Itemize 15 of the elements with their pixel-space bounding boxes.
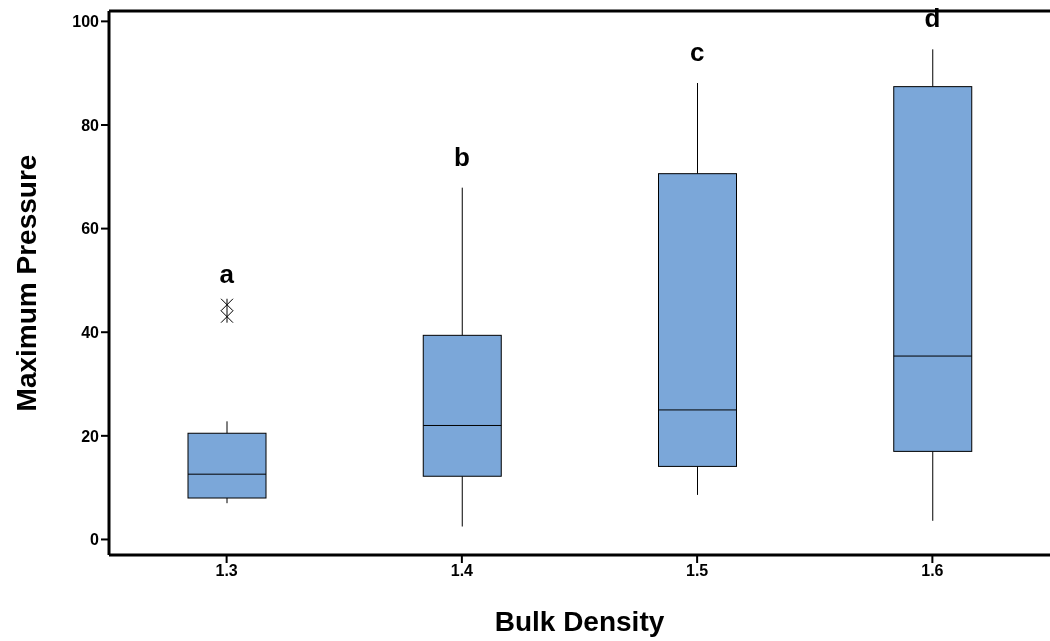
y-tick-label: 40 [81, 323, 100, 341]
x-tick-label: 1.3 [215, 562, 238, 580]
x-tick-label: 1.4 [450, 562, 474, 580]
y-tick-label: 100 [72, 13, 100, 31]
annotation: b [453, 141, 470, 172]
y-tick-label: 80 [81, 116, 100, 134]
x-axis-title: Bulk Density [494, 606, 665, 637]
x-tick-label: 1.6 [921, 562, 944, 580]
y-tick-label: 20 [81, 427, 100, 445]
y-tick-label: 0 [90, 531, 100, 549]
x-tick-label: 1.5 [686, 562, 709, 580]
y-axis-title: Maximum Pressure [10, 154, 42, 412]
y-tick-label: 60 [81, 220, 100, 238]
annotation: c [689, 37, 705, 68]
annotation: a [219, 258, 235, 289]
